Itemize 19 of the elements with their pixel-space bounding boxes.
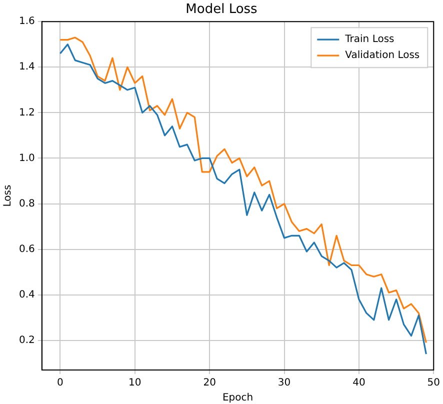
y-tick-label: 0.8 <box>18 198 35 210</box>
y-tick-label: 1.2 <box>18 107 35 118</box>
x-tick-label: 0 <box>57 378 64 389</box>
y-axis-title: Loss <box>2 184 14 207</box>
x-tick-label: 30 <box>278 378 291 389</box>
legend-label: Validation Loss <box>345 50 420 62</box>
x-tick-label: 50 <box>427 378 440 389</box>
x-tick-label: 10 <box>128 378 142 389</box>
x-tick-label: 20 <box>203 378 216 389</box>
x-axis-title: Epoch <box>222 392 254 404</box>
legend-label: Train Loss <box>344 34 394 46</box>
y-tick-label: 0.6 <box>18 244 35 255</box>
y-tick-label: 0.4 <box>18 289 35 300</box>
y-tick-label: 1.0 <box>18 152 35 164</box>
y-tick-label: 1.6 <box>18 16 35 28</box>
chart-title: Model Loss <box>186 2 258 18</box>
x-tick-label: 40 <box>352 378 366 389</box>
y-tick-label: 0.2 <box>18 334 35 346</box>
y-tick-label: 1.4 <box>18 62 35 73</box>
